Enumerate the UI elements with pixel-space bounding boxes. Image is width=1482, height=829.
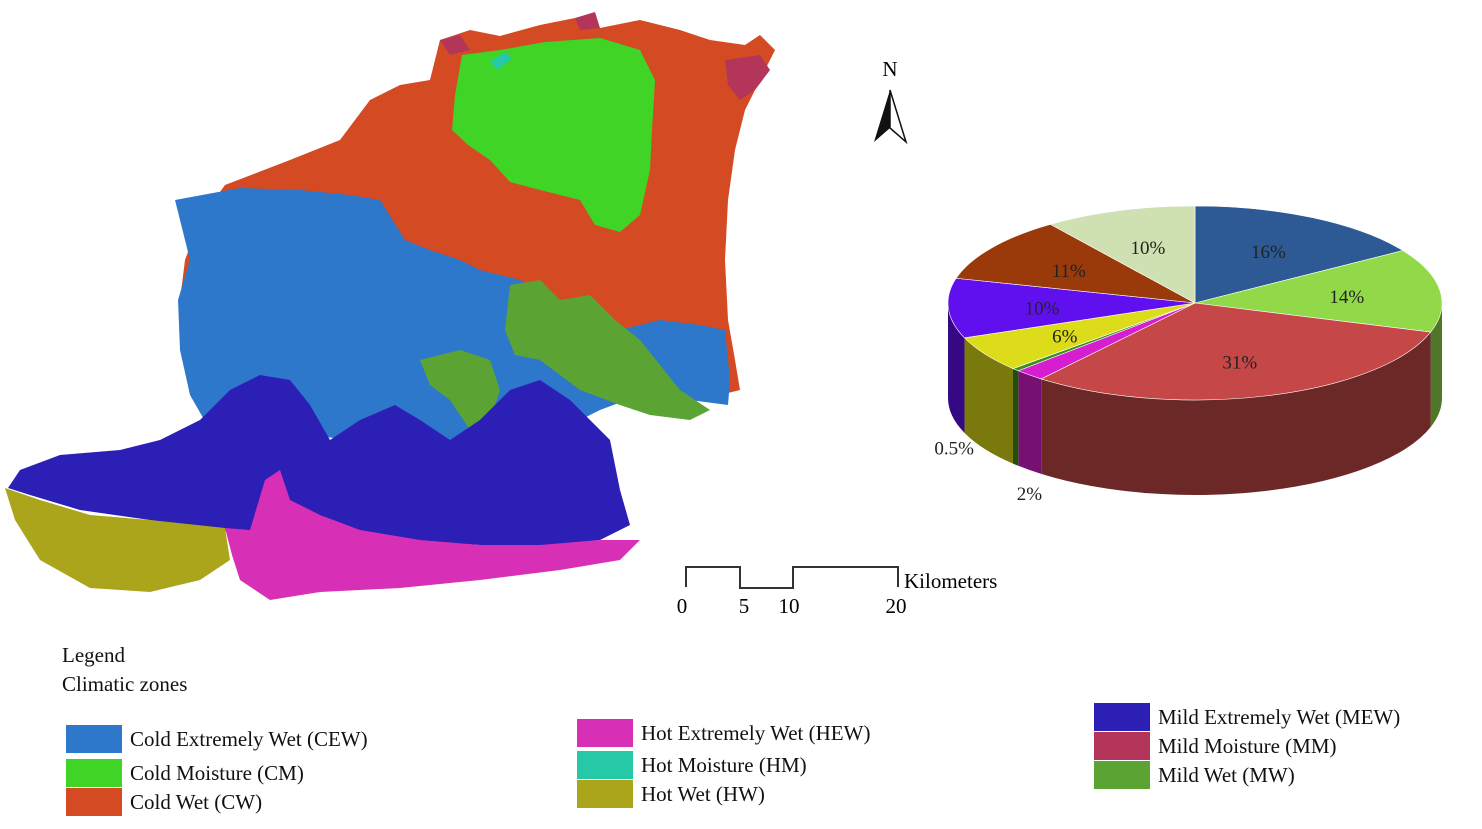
legend-label: Cold Extremely Wet (CEW) <box>130 726 368 751</box>
pie-slice-1 <box>1194 250 1443 333</box>
legend-label: Mild Moisture (MM) <box>1158 733 1337 758</box>
region-hot-wet <box>5 488 230 592</box>
pie-slice-side-6 <box>948 303 965 433</box>
legend-label: Hot Extremely Wet (HEW) <box>641 720 871 745</box>
scale-bar-unit: Kilometers <box>904 569 997 593</box>
pie-slice-0 <box>1194 205 1404 304</box>
region-mild-moisture-3 <box>575 12 600 30</box>
legend-item-cm: Cold Moisture (CM) <box>66 758 304 788</box>
legend-swatch <box>66 759 122 787</box>
pie-slice-6 <box>947 277 1196 339</box>
pie-chart: 16% 14% 31% 2% 0.5% 6% 10% 11% 10% <box>934 205 1443 505</box>
scale-tick-5: 5 <box>739 594 750 618</box>
legend-item-hm: Hot Moisture (HM) <box>577 750 807 780</box>
pie-slice-8 <box>1049 205 1196 304</box>
legend-item-mew: Mild Extremely Wet (MEW) <box>1094 702 1400 732</box>
legend-item-mw: Mild Wet (MW) <box>1094 760 1295 790</box>
legend-label: Hot Wet (HW) <box>641 781 765 806</box>
pie-label-7: 11% <box>1052 261 1086 282</box>
pie-slice-2 <box>1040 302 1432 401</box>
region-hot-moisture <box>490 52 512 70</box>
legend-label: Mild Wet (MW) <box>1158 762 1295 787</box>
north-arrow-label: N <box>882 57 897 81</box>
pie-label-0: 16% <box>1251 242 1286 263</box>
region-mild-extremely-wet <box>8 375 630 545</box>
scale-tick-0: 0 <box>677 594 688 618</box>
north-arrow: N <box>874 57 908 145</box>
pie-label-8: 10% <box>1130 238 1165 259</box>
legend-item-hw: Hot Wet (HW) <box>577 779 765 809</box>
legend-label: Mild Extremely Wet (MEW) <box>1158 704 1401 729</box>
region-mild-moisture <box>725 55 770 100</box>
legend-swatch <box>1094 732 1150 760</box>
region-mild-wet <box>505 280 710 420</box>
pie-slice-7 <box>955 224 1196 304</box>
legend-swatch <box>577 751 633 779</box>
legend-swatch <box>1094 761 1150 789</box>
region-hot-extremely-wet <box>225 470 640 600</box>
legend-label: Hot Moisture (HM) <box>641 752 807 777</box>
pie-label-3: 2% <box>1017 484 1043 505</box>
pie-slice-side-3 <box>1018 370 1042 474</box>
legend-item-cew: Cold Extremely Wet (CEW) <box>66 724 368 754</box>
pie-slice-side-2 <box>1041 332 1431 495</box>
north-arrow-right-half <box>889 89 908 145</box>
region-mild-wet-2 <box>420 350 500 430</box>
legend-item-hew: Hot Extremely Wet (HEW) <box>577 718 870 748</box>
legend-swatch <box>66 788 122 816</box>
region-mild-moisture-2 <box>440 35 470 55</box>
pie-label-6: 10% <box>1025 298 1060 319</box>
legend-item-cw: Cold Wet (CW) <box>66 787 262 817</box>
legend-swatch <box>1094 703 1150 731</box>
scale-bar-line <box>685 566 899 589</box>
legend-swatch <box>577 780 633 808</box>
legend-label: Cold Moisture (CM) <box>130 760 304 785</box>
north-arrow-left-half <box>874 90 890 142</box>
legend-swatch <box>577 719 633 747</box>
map-regions <box>5 12 775 600</box>
pie-label-1: 14% <box>1329 287 1364 308</box>
legend-item-mm: Mild Moisture (MM) <box>1094 731 1337 761</box>
region-cold-moisture <box>452 38 655 232</box>
legend-heading: Legend <box>62 643 125 667</box>
pie-label-5: 6% <box>1052 327 1078 348</box>
pie-slice-side-1 <box>1430 303 1442 428</box>
pie-slice-side-5 <box>964 337 1014 464</box>
legend-subheading: Climatic zones <box>62 672 188 696</box>
pie-label-4: 0.5% <box>934 439 974 460</box>
scale-bar: Kilometers 0 5 10 20 <box>677 566 997 618</box>
pie-label-2: 31% <box>1222 353 1257 374</box>
pie-slice-side-4 <box>1013 368 1019 466</box>
legend-swatch <box>66 725 122 753</box>
scale-tick-10: 10 <box>779 594 800 618</box>
legend-label: Cold Wet (CW) <box>130 789 263 814</box>
scale-tick-20: 20 <box>886 594 907 618</box>
